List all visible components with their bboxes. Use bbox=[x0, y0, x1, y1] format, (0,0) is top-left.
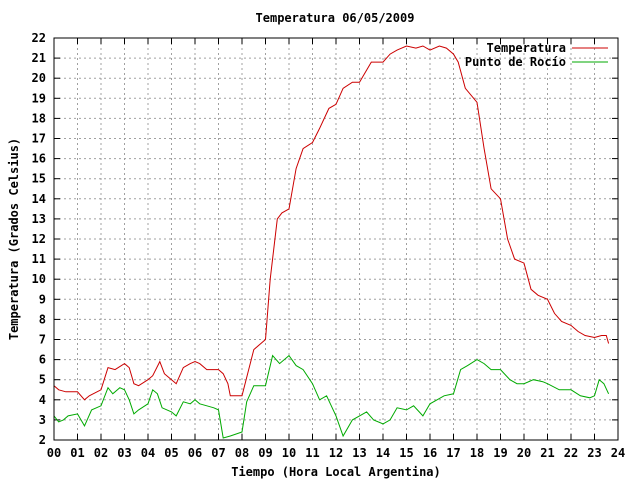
y-tick-label: 9 bbox=[39, 292, 46, 306]
y-tick-label: 2 bbox=[39, 433, 46, 447]
y-tick-label: 22 bbox=[32, 31, 46, 45]
x-tick-label: 17 bbox=[446, 446, 460, 460]
x-tick-label: 24 bbox=[611, 446, 625, 460]
x-tick-label: 06 bbox=[188, 446, 202, 460]
y-tick-label: 12 bbox=[32, 232, 46, 246]
x-tick-label: 10 bbox=[282, 446, 296, 460]
x-axis-label: Tiempo (Hora Local Argentina) bbox=[231, 465, 441, 479]
x-tick-label: 22 bbox=[564, 446, 578, 460]
y-tick-label: 4 bbox=[39, 393, 46, 407]
x-tick-label: 05 bbox=[164, 446, 178, 460]
y-axis-label: Temperatura (Grados Celsius) bbox=[7, 138, 21, 340]
y-tick-label: 15 bbox=[32, 172, 46, 186]
y-tick-label: 17 bbox=[32, 132, 46, 146]
x-tick-label: 04 bbox=[141, 446, 155, 460]
y-tick-label: 13 bbox=[32, 212, 46, 226]
y-tick-label: 10 bbox=[32, 272, 46, 286]
x-tick-label: 09 bbox=[258, 446, 272, 460]
x-tick-label: 14 bbox=[376, 446, 390, 460]
grid bbox=[54, 38, 618, 440]
x-tick-label: 20 bbox=[517, 446, 531, 460]
series-lines bbox=[53, 45, 610, 439]
x-tick-label: 16 bbox=[423, 446, 437, 460]
y-tick-label: 3 bbox=[39, 413, 46, 427]
y-tick-label: 18 bbox=[32, 111, 46, 125]
chart-title: Temperatura 06/05/2009 bbox=[256, 11, 415, 25]
x-tick-label: 02 bbox=[94, 446, 108, 460]
y-tick-label: 5 bbox=[39, 373, 46, 387]
x-tick-label: 15 bbox=[399, 446, 413, 460]
x-tick-label: 00 bbox=[47, 446, 61, 460]
y-tick-label: 7 bbox=[39, 333, 46, 347]
x-axis-tick-labels: 00 01 02 03 04 05 06 07 08 09 10 11 12 13 14 15 16 17 18 19… bbox=[47, 446, 625, 460]
x-tick-label: 13 bbox=[352, 446, 366, 460]
y-tick-label: 19 bbox=[32, 91, 46, 105]
y-tick-label: 8 bbox=[39, 312, 46, 326]
series-line-1 bbox=[53, 354, 610, 439]
legend-label-0: Temperatura bbox=[487, 41, 566, 55]
legend-label-1: Punto de Rocío bbox=[465, 55, 566, 69]
x-tick-label: 08 bbox=[235, 446, 249, 460]
y-tick-label: 16 bbox=[32, 152, 46, 166]
y-tick-label: 20 bbox=[32, 71, 46, 85]
y-axis-tick-labels: 2 3 4 5 6 7 8 9 10 11 12 13 14 15 16 17 18 19 20 21 22 bbox=[32, 31, 46, 447]
y-tick-label: 21 bbox=[32, 51, 46, 65]
x-tick-label: 03 bbox=[117, 446, 131, 460]
x-tick-label: 01 bbox=[70, 446, 84, 460]
x-tick-label: 21 bbox=[540, 446, 554, 460]
x-tick-label: 19 bbox=[493, 446, 507, 460]
y-tick-label: 6 bbox=[39, 353, 46, 367]
y-tick-label: 14 bbox=[32, 192, 46, 206]
x-tick-label: 12 bbox=[329, 446, 343, 460]
x-tick-label: 11 bbox=[305, 446, 319, 460]
x-tick-label: 18 bbox=[470, 446, 484, 460]
x-tick-label: 23 bbox=[587, 446, 601, 460]
plot-frame bbox=[53, 37, 619, 441]
y-tick-label: 11 bbox=[32, 252, 46, 266]
series-line-0 bbox=[53, 45, 610, 401]
x-tick-label: 07 bbox=[211, 446, 225, 460]
